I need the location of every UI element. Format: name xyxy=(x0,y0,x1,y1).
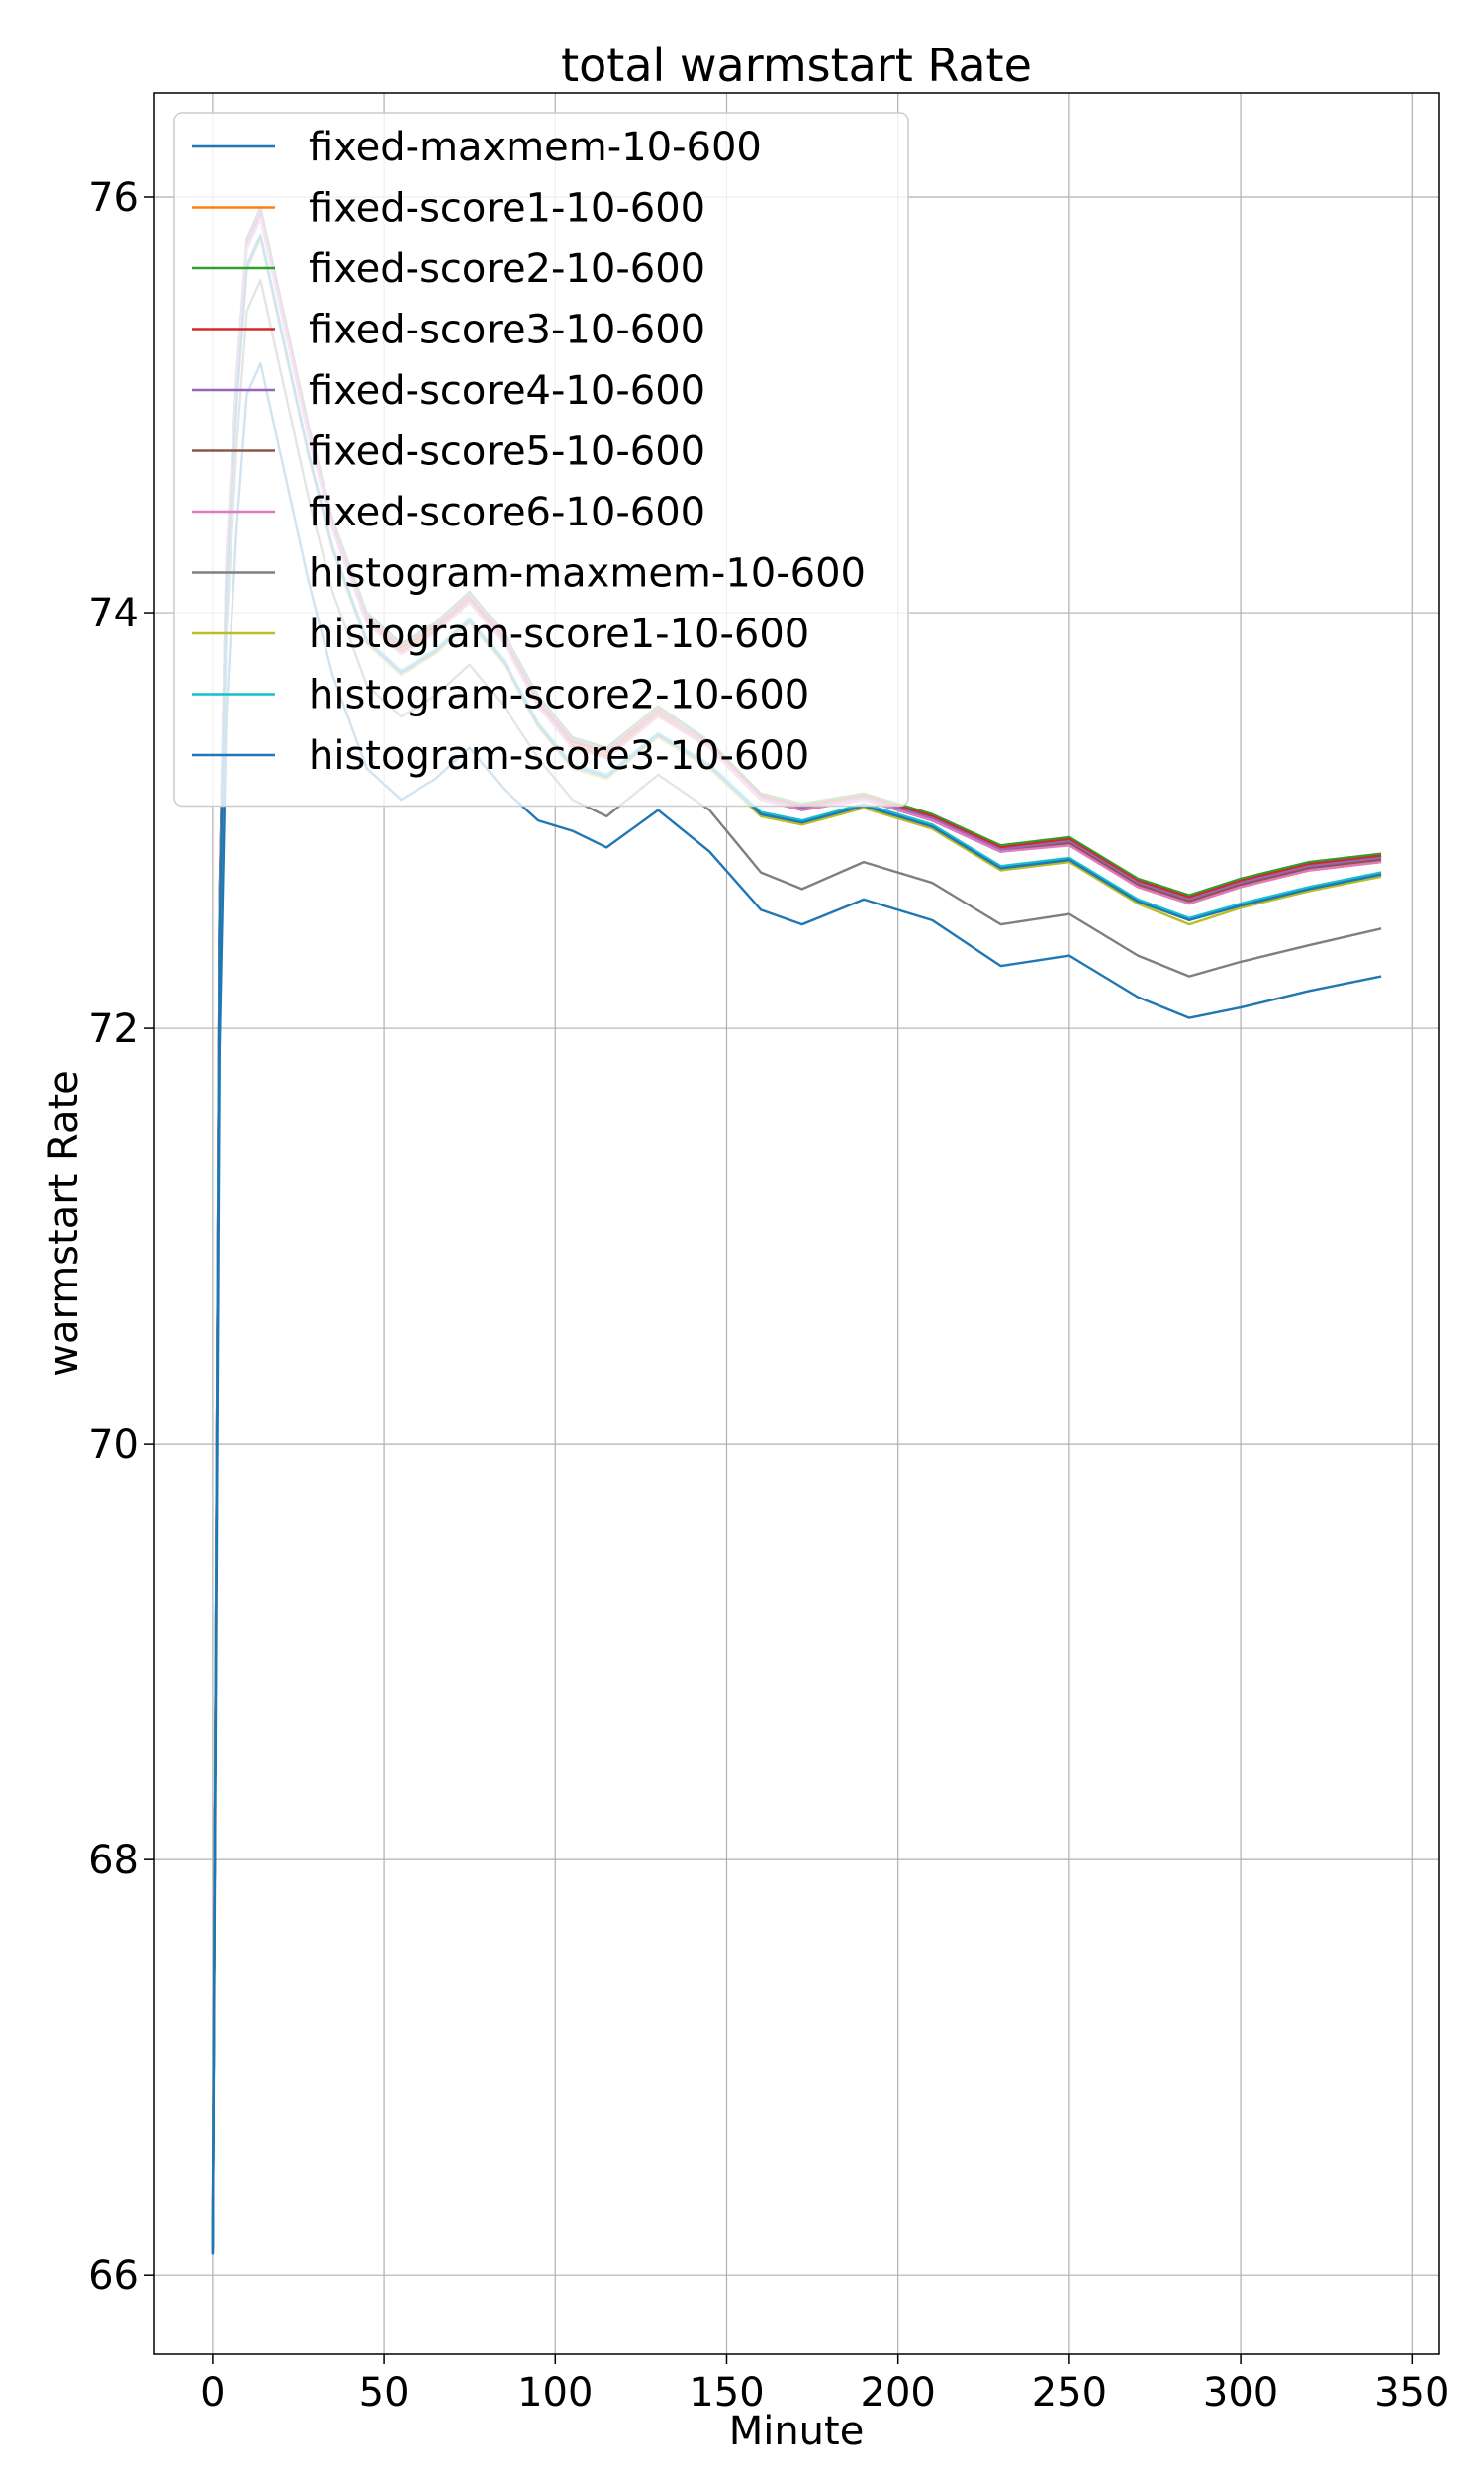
legend-label: histogram-maxmem-10-600 xyxy=(309,551,866,597)
x-tick-label: 300 xyxy=(1203,2370,1278,2416)
x-axis-label: Minute xyxy=(729,2409,865,2454)
y-tick-label: 72 xyxy=(88,1006,139,1052)
x-tick-label: 350 xyxy=(1374,2370,1449,2416)
y-tick-label: 68 xyxy=(88,1838,139,1883)
legend-label: fixed-score4-10-600 xyxy=(309,368,705,414)
x-tick-label: 0 xyxy=(200,2370,225,2416)
y-tick-label: 74 xyxy=(88,591,139,636)
y-axis-label: warmstart Rate xyxy=(42,1070,87,1377)
y-tick-label: 66 xyxy=(88,2253,139,2299)
y-tick-label: 76 xyxy=(88,175,139,221)
x-tick-label: 50 xyxy=(359,2370,410,2416)
legend-label: fixed-score3-10-600 xyxy=(309,308,705,353)
legend-label: histogram-score1-10-600 xyxy=(309,612,809,657)
legend-label: histogram-score3-10-600 xyxy=(309,733,809,779)
plot-frame xyxy=(153,92,1440,2355)
legend-box xyxy=(173,112,909,808)
legend-label: fixed-score5-10-600 xyxy=(309,429,705,475)
legend-label: fixed-score1-10-600 xyxy=(309,186,705,232)
legend: fixed-maxmem-10-600 fixed-score1-10-600 fi… xyxy=(173,112,909,808)
legend-label: fixed-maxmem-10-600 xyxy=(309,125,762,170)
legend-label: histogram-score2-10-600 xyxy=(309,673,809,718)
x-tick-label: 150 xyxy=(689,2370,764,2416)
chart-title: total warmstart Rate xyxy=(561,39,1032,92)
legend-label: fixed-score2-10-600 xyxy=(309,246,705,292)
x-tick-label: 200 xyxy=(861,2370,936,2416)
legend-label: fixed-score6-10-600 xyxy=(309,490,705,535)
x-tick-label: 250 xyxy=(1032,2370,1107,2416)
y-tick-label: 70 xyxy=(88,1422,139,1468)
x-tick-label: 100 xyxy=(517,2370,593,2416)
tick-layer: 0 50 100 150 200 250 300 350 66 68 70 72 74 76 xyxy=(88,175,1449,2416)
